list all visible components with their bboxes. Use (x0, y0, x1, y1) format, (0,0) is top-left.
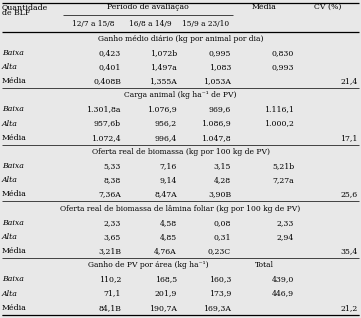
Text: 15/9 a 23/10: 15/9 a 23/10 (182, 20, 229, 28)
Text: 969,6: 969,6 (209, 106, 231, 114)
Text: 9,14: 9,14 (160, 176, 177, 184)
Text: Alta: Alta (2, 63, 18, 71)
Text: Total: Total (255, 261, 274, 269)
Text: 7,36A: 7,36A (98, 190, 121, 198)
Text: Oferta real de biomassa de lâmina foliar (kg por 100 kg de PV): Oferta real de biomassa de lâmina foliar… (60, 204, 301, 212)
Text: 5,21b: 5,21b (272, 162, 294, 170)
Text: 8,47A: 8,47A (154, 190, 177, 198)
Text: 0,408B: 0,408B (93, 77, 121, 85)
Text: 4,58: 4,58 (160, 219, 177, 227)
Text: 0,995: 0,995 (209, 49, 231, 57)
Text: 12/7 a 15/8: 12/7 a 15/8 (72, 20, 114, 28)
Text: 110,2: 110,2 (99, 275, 121, 283)
Text: 996,4: 996,4 (155, 134, 177, 142)
Text: 2,33: 2,33 (277, 219, 294, 227)
Text: 3,90B: 3,90B (208, 190, 231, 198)
Text: Alta: Alta (2, 176, 18, 184)
Text: 1,083: 1,083 (209, 63, 231, 71)
Text: 168,5: 168,5 (155, 275, 177, 283)
Text: 169,3A: 169,3A (203, 304, 231, 312)
Text: 1.301,8a: 1.301,8a (86, 106, 121, 114)
Text: Ganho médio diário (kg por animal por dia): Ganho médio diário (kg por animal por di… (98, 35, 263, 43)
Text: 71,1: 71,1 (104, 290, 121, 298)
Text: 21,2: 21,2 (340, 304, 357, 312)
Text: 0,830: 0,830 (272, 49, 294, 57)
Text: Quantidade: Quantidade (2, 3, 48, 11)
Text: 8,38: 8,38 (104, 176, 121, 184)
Text: 190,7A: 190,7A (149, 304, 177, 312)
Text: 1.086,9: 1.086,9 (201, 120, 231, 128)
Text: 0,08: 0,08 (214, 219, 231, 227)
Text: 4,28: 4,28 (214, 176, 231, 184)
Text: Ganho de PV por área (kg ha⁻¹): Ganho de PV por área (kg ha⁻¹) (88, 261, 208, 269)
Text: 17,1: 17,1 (340, 134, 357, 142)
Text: 2,94: 2,94 (277, 233, 294, 241)
Text: de BLF: de BLF (2, 9, 30, 17)
Text: 1.116,1: 1.116,1 (264, 106, 294, 114)
Text: Baixa: Baixa (2, 162, 24, 170)
Text: Média: Média (252, 3, 277, 11)
Text: 0,401: 0,401 (99, 63, 121, 71)
Text: 957,6b: 957,6b (94, 120, 121, 128)
Text: 173,9: 173,9 (209, 290, 231, 298)
Text: 3,21B: 3,21B (98, 247, 121, 255)
Text: 16/8 a 14/9: 16/8 a 14/9 (129, 20, 172, 28)
Text: 35,4: 35,4 (340, 247, 357, 255)
Text: Média: Média (2, 77, 27, 85)
Text: 1.047,8: 1.047,8 (201, 134, 231, 142)
Text: 1,355A: 1,355A (149, 77, 177, 85)
Text: 1,053A: 1,053A (203, 77, 231, 85)
Text: Alta: Alta (2, 120, 18, 128)
Text: Baixa: Baixa (2, 106, 24, 114)
Text: Baixa: Baixa (2, 49, 24, 57)
Text: 0,993: 0,993 (272, 63, 294, 71)
Text: 1.076,9: 1.076,9 (147, 106, 177, 114)
Text: 956,2: 956,2 (155, 120, 177, 128)
Text: Média: Média (2, 247, 27, 255)
Text: 3,65: 3,65 (104, 233, 121, 241)
Text: 2,33: 2,33 (104, 219, 121, 227)
Text: 1,072b: 1,072b (150, 49, 177, 57)
Text: 84,1B: 84,1B (98, 304, 121, 312)
Text: Alta: Alta (2, 233, 18, 241)
Text: 1,497a: 1,497a (150, 63, 177, 71)
Text: 446,9: 446,9 (272, 290, 294, 298)
Text: 7,16: 7,16 (160, 162, 177, 170)
Text: 21,4: 21,4 (340, 77, 357, 85)
Text: Baixa: Baixa (2, 219, 24, 227)
Text: 0,423: 0,423 (99, 49, 121, 57)
Text: 160,3: 160,3 (209, 275, 231, 283)
Text: Média: Média (2, 304, 27, 312)
Text: 4,76A: 4,76A (154, 247, 177, 255)
Text: 439,0: 439,0 (272, 275, 294, 283)
Text: 201,9: 201,9 (155, 290, 177, 298)
Text: 7,27a: 7,27a (273, 176, 294, 184)
Text: Média: Média (2, 190, 27, 198)
Text: Oferta real de biomassa (kg por 100 kg de PV): Oferta real de biomassa (kg por 100 kg d… (91, 148, 270, 156)
Text: 4,85: 4,85 (160, 233, 177, 241)
Text: Carga animal (kg ha⁻¹ de PV): Carga animal (kg ha⁻¹ de PV) (124, 91, 237, 99)
Text: Alta: Alta (2, 290, 18, 298)
Text: Média: Média (2, 134, 27, 142)
Text: CV (%): CV (%) (314, 3, 341, 11)
Text: Período de avaliação: Período de avaliação (107, 3, 189, 11)
Text: 0,31: 0,31 (214, 233, 231, 241)
Text: 25,6: 25,6 (340, 190, 357, 198)
Text: 1.072,4: 1.072,4 (91, 134, 121, 142)
Text: Baixa: Baixa (2, 275, 24, 283)
Text: 3,15: 3,15 (214, 162, 231, 170)
Text: 5,33: 5,33 (104, 162, 121, 170)
Text: 1.000,2: 1.000,2 (264, 120, 294, 128)
Text: 0,23C: 0,23C (208, 247, 231, 255)
